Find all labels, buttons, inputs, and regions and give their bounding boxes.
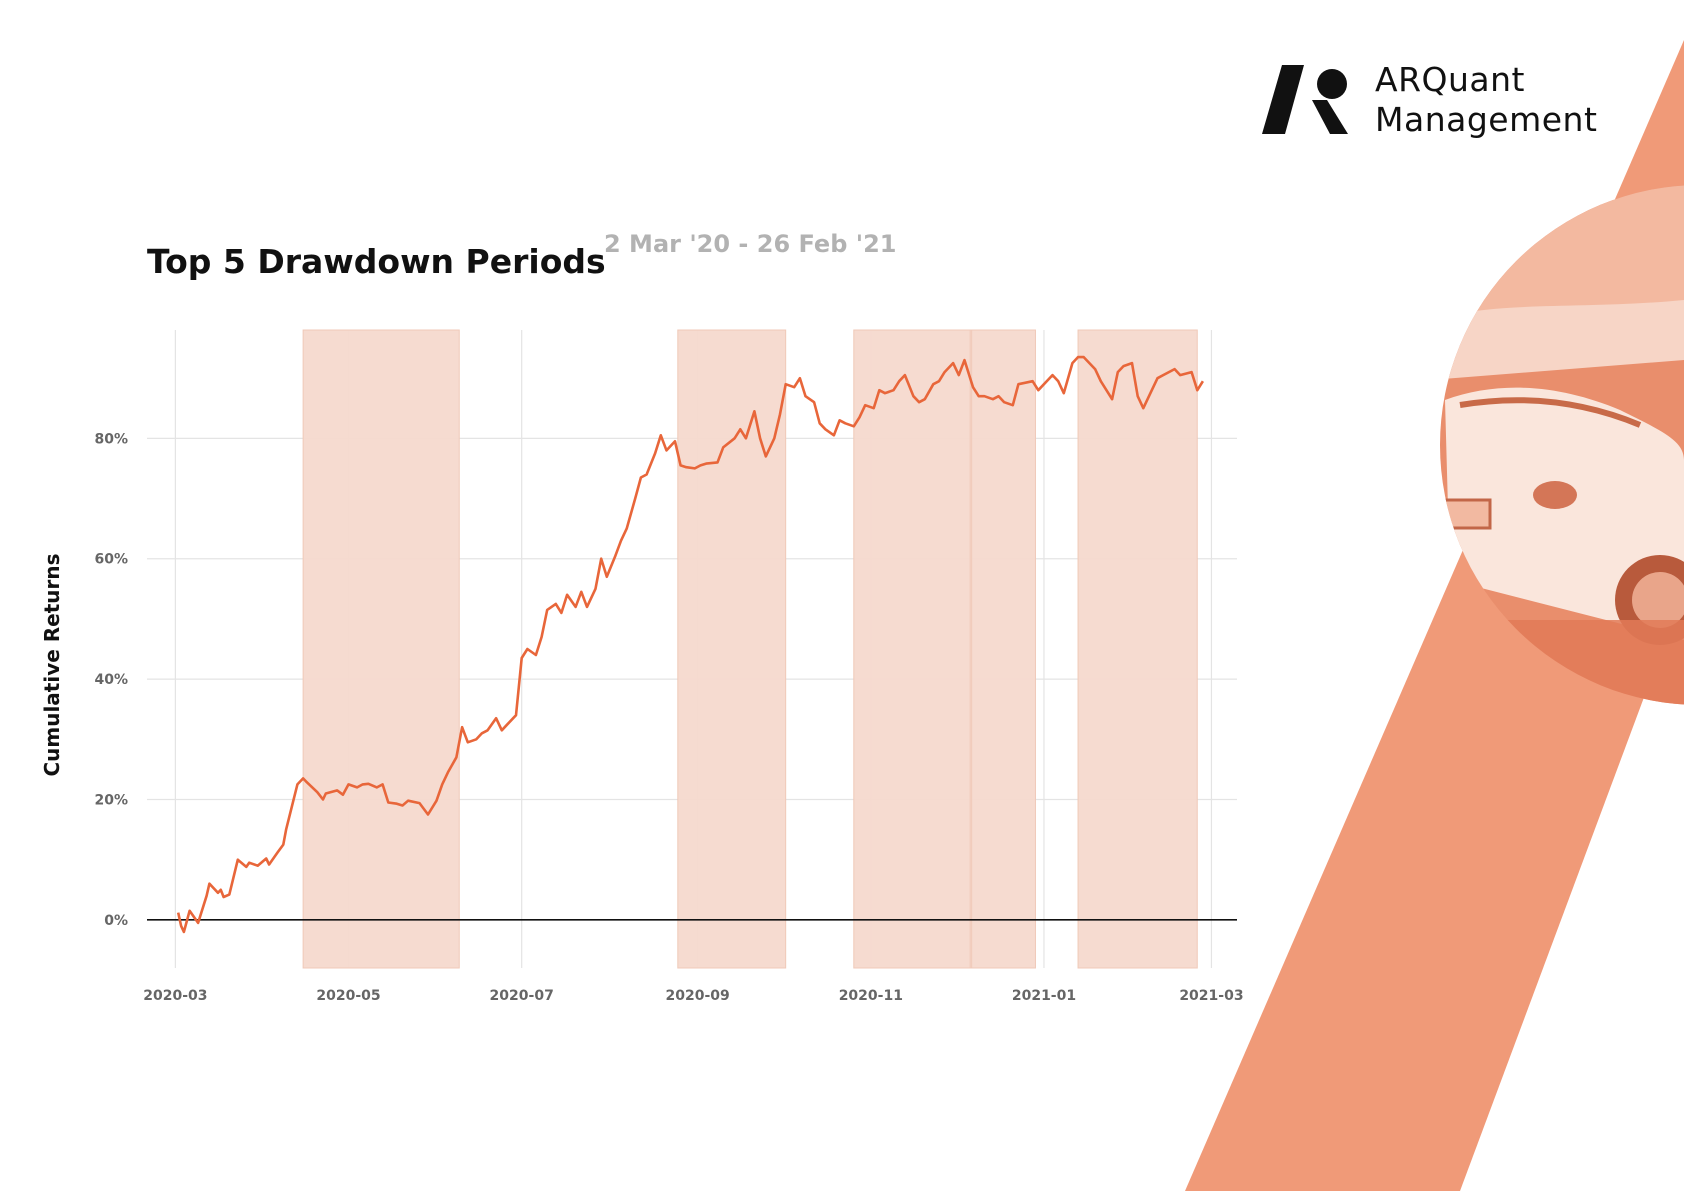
company-name-line1: ARQuant: [1375, 60, 1525, 99]
cumulative-returns-line: [176, 355, 1205, 934]
x-tick-label: 2021-03: [1179, 988, 1243, 1004]
chart-title: Top 5 Drawdown Periods: [147, 242, 606, 281]
x-tick-label: 2020-03: [143, 988, 207, 1004]
y-tick-label: 20%: [94, 792, 128, 808]
chart-subtitle: 2 Mar '20 - 26 Feb '21: [604, 230, 897, 258]
x-tick-label: 2020-07: [490, 988, 554, 1004]
x-tick-label: 2020-05: [316, 988, 380, 1004]
company-name: ARQuant Management: [1375, 60, 1597, 140]
drawdown-period: [677, 329, 787, 969]
x-tick-label: 2021-01: [1012, 988, 1076, 1004]
y-tick-label: 80%: [94, 431, 128, 447]
y-tick-label: 60%: [94, 552, 128, 568]
drawdown-period: [1077, 329, 1198, 969]
drawdown-period: [853, 329, 1036, 969]
y-tick-label: 40%: [94, 672, 128, 688]
drawdown-period: [302, 329, 460, 969]
x-tick-label: 2020-09: [666, 988, 730, 1004]
company-name-line2: Management: [1375, 100, 1598, 139]
y-tick-label: 0%: [104, 913, 128, 929]
drawdown-period: [969, 329, 973, 969]
x-tick-label: 2020-11: [839, 988, 903, 1004]
arquant-logo-icon: [1262, 65, 1348, 134]
